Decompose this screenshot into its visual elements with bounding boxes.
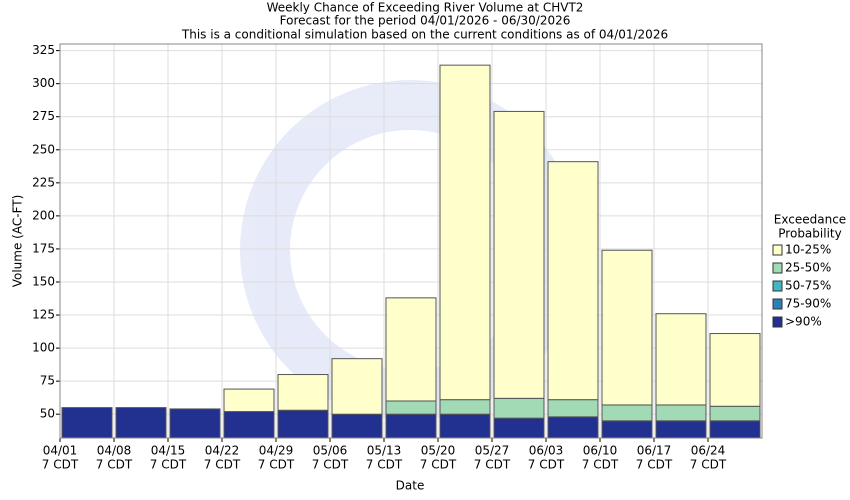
x-tick-label: 7 CDT [42,458,79,472]
legend-swatch [772,280,783,292]
legend-label: 25-50% [785,261,831,275]
x-axis-label: Date [396,479,425,493]
x-tick-label: 05/27 [475,444,510,458]
y-tick-label: 225 [32,175,55,189]
bar-segment [709,405,761,422]
x-tick-label: 04/08 [97,444,132,458]
bar-segment [277,374,329,411]
bar-segment [385,297,437,402]
chart-subtitle: Forecast for the period 04/01/2026 - 06/… [280,14,571,28]
bar-segment [547,161,599,401]
x-tick-label: 7 CDT [420,458,457,472]
x-tick-label: 7 CDT [474,458,511,472]
y-tick-label: 275 [32,109,55,123]
x-tick-label: 04/15 [151,444,186,458]
bar-segment [439,64,491,401]
y-tick-label: 50 [40,407,55,421]
x-tick-label: 7 CDT [150,458,187,472]
y-tick-label: 300 [32,76,55,90]
x-tick-label: 7 CDT [582,458,619,472]
x-tick-label: 05/06 [313,444,348,458]
bar-segment [601,249,653,406]
legend-label: 10-25% [785,243,831,257]
x-tick-label: 7 CDT [96,458,133,472]
legend-swatch [772,244,783,256]
chart-note: This is a conditional simulation based o… [181,28,668,42]
bar-segment [493,397,545,419]
legend-swatch [772,262,783,274]
x-tick-label: 7 CDT [636,458,673,472]
bar-segment [547,399,599,418]
bar-segment [439,399,491,415]
bar-segment [61,407,113,438]
x-tick-label: 7 CDT [366,458,403,472]
bar-segment [655,404,707,422]
bar-segment [223,388,275,413]
x-tick-label: 05/13 [367,444,402,458]
x-tick-label: 06/24 [691,444,726,458]
legend-swatch [772,298,783,310]
y-tick-label: 100 [32,341,55,355]
x-tick-label: 7 CDT [312,458,349,472]
bar-segment [115,407,167,438]
x-tick-label: 7 CDT [690,458,727,472]
x-tick-label: 04/29 [259,444,294,458]
y-tick-label: 150 [32,274,55,288]
x-tick-label: 7 CDT [258,458,295,472]
legend-label: 75-90% [785,297,831,311]
bar-segment [655,313,707,406]
x-tick-label: 06/10 [583,444,618,458]
y-tick-label: 175 [32,241,55,255]
bar-segment [169,408,221,438]
x-tick-label: 06/17 [637,444,672,458]
legend-label: >90% [785,315,822,329]
bar-segment [601,404,653,422]
x-tick-label: 7 CDT [204,458,241,472]
y-tick-label: 250 [32,142,55,156]
x-tick-label: 04/01 [43,444,78,458]
bar-segment [709,333,761,407]
plot-border [59,43,763,439]
legend-label: 50-75% [785,279,831,293]
y-tick-label: 125 [32,308,55,322]
y-axis-label: Volume (AC-FT) [11,195,25,288]
legend-title: Probability [778,227,841,241]
bar-segment [331,358,383,415]
y-tick-label: 75 [40,374,55,388]
x-tick-label: 04/22 [205,444,240,458]
bars [61,64,761,438]
x-tick-label: 7 CDT [528,458,565,472]
legend-swatch [772,316,783,328]
legend-title: Exceedance [774,213,846,227]
bar-segment [385,400,437,415]
x-tick-label: 06/03 [529,444,564,458]
y-tick-label: 200 [32,208,55,222]
bar-segment [493,110,545,399]
chart-title: Weekly Chance of Exceeding River Volume … [267,1,584,15]
y-tick-label: 325 [32,43,55,57]
x-tick-label: 05/20 [421,444,456,458]
